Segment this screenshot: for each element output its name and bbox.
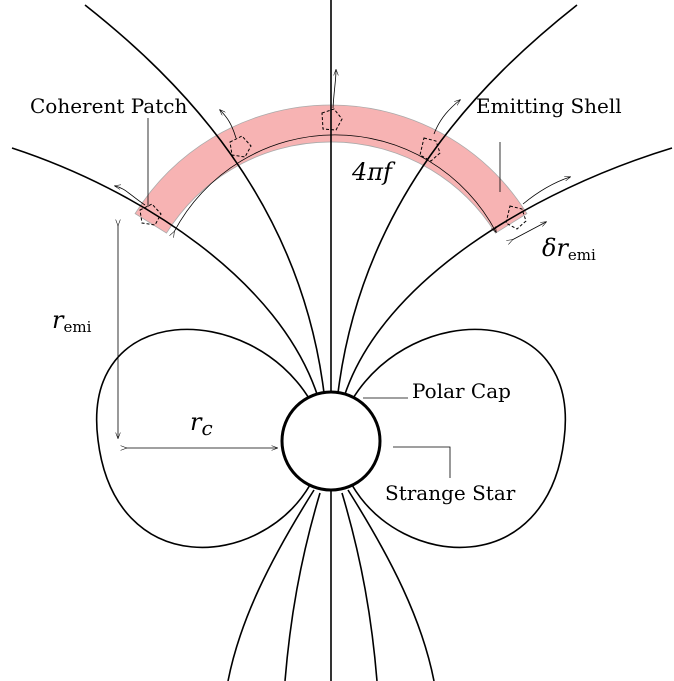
solid-angle-label: 4πf (351, 158, 396, 186)
polar-cap-label: Polar Cap (412, 379, 511, 403)
diagram: Coherent Patch Emitting Shell 4πf δremi … (0, 0, 674, 681)
cap-radius-label: rc (190, 408, 213, 440)
coherent-patch-label: Coherent Patch (30, 94, 187, 118)
strange-star-label: Strange Star (385, 481, 516, 505)
shell-width-symbol: δr (542, 234, 569, 262)
emitting-shell-label: Emitting Shell (476, 94, 622, 118)
shell-width-subscript: emi (568, 246, 596, 264)
emission-radius-subscript: emi (63, 318, 91, 336)
shell-width-label: δremi (542, 234, 596, 264)
emission-radius-label: remi (52, 306, 92, 336)
star (282, 392, 380, 490)
cap-radius-subscript: c (201, 416, 212, 440)
